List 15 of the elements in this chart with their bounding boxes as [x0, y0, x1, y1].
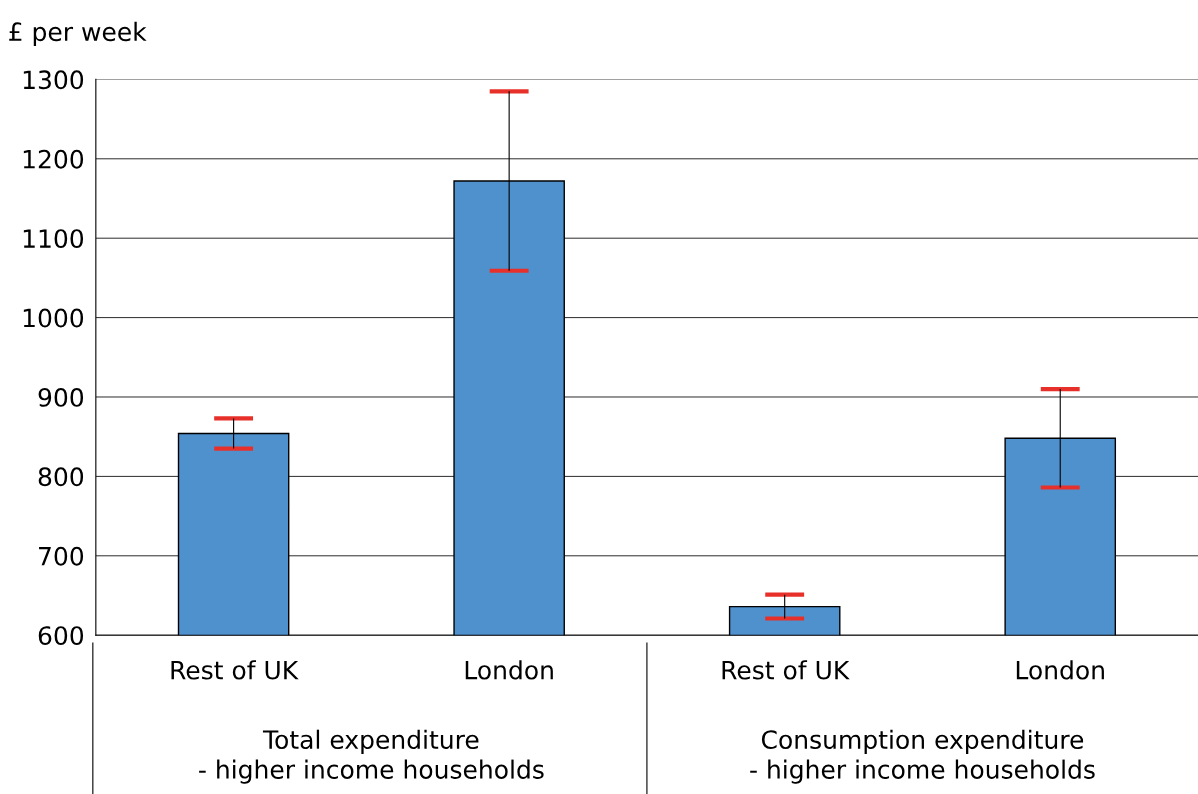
text: Consumption expenditure - higher income households [750, 729, 1095, 784]
y-tick-label: 700 [39, 546, 84, 566]
x-tick-label: Rest of UK [171, 660, 299, 680]
x-tick-label: London [1016, 660, 1104, 680]
y-axis-title: £ per week [9, 21, 147, 47]
x-tick-label: Rest of UK [722, 660, 850, 680]
x-tick-label: London [465, 660, 553, 680]
y-tick-label: 800 [38, 467, 84, 487]
y-tick-label: 1100 [23, 229, 84, 249]
y-tick-label: 600 [38, 626, 84, 646]
y-tick-label: 900 [38, 387, 84, 407]
y-tick-label: 1000 [23, 308, 84, 328]
y-tick-label: 1300 [23, 70, 84, 90]
text: Total expenditure - higher income households [199, 729, 544, 784]
y-tick-label: 1200 [23, 149, 84, 169]
